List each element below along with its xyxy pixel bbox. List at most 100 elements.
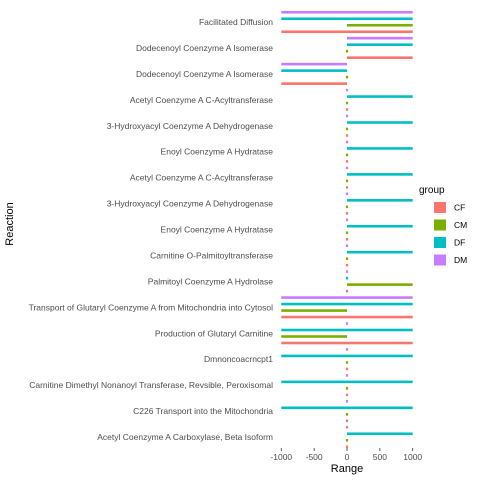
bar-cf [345,237,349,241]
bar-df [347,95,413,98]
x-tick-label: 0 [345,452,350,462]
bar-dm [281,62,347,66]
bar-dm [345,322,349,325]
bar-dm [345,374,349,377]
bar-dm [345,140,349,144]
bar-dm [281,10,413,14]
x-tick-label: 500 [373,452,387,462]
y-axis: Facilitated Diffusion Dodecenoyl Coenzyme… [29,17,274,442]
legend-key-cm [434,219,446,231]
x-axis-title: Range [331,463,363,475]
y-tick-label: Palmitoyl Coenzyme A Hydrolase [148,276,273,286]
bar-df [281,328,413,332]
bar-cm [345,75,349,79]
x-tick-label: 1000 [403,452,422,462]
bar-df [281,17,413,21]
bar-cm [345,127,349,131]
bar-df [347,147,413,150]
legend-label-df: DF [454,238,465,248]
y-axis-title: Reaction [4,202,16,245]
y-tick-label: Acetyl Coenzyme A Carboxylase, Beta Isof… [97,432,273,442]
bar-dm [345,270,349,273]
y-tick-label: Facilitated Diffusion [199,17,273,27]
bar-cf [345,367,349,371]
bar-cm [347,283,413,286]
legend-title: group [419,185,445,196]
y-tick-label: Acetyl Coenzyme A C-Acyltransferase [130,173,273,183]
y-tick-label: 3-Hydroxyacyl Coenzyme A Dehydrogenase [107,199,274,209]
bar-df [347,173,413,176]
bar-cm [345,361,349,364]
y-tick-label: 3-Hydroxyacyl Coenzyme A Dehydrogenase [107,121,274,131]
bar-cf [345,289,349,293]
bar-cf [281,341,413,345]
bar-cf [281,82,347,85]
bar-cm [345,153,349,157]
bar-cm [345,49,349,53]
bar-df [281,69,347,72]
bar-cm [345,101,349,105]
bar-cf [347,56,413,59]
bar-df [347,199,413,202]
legend-label-cf: CF [454,203,465,213]
legend-key-dm [434,254,446,266]
y-tick-label: Enoyl Coenzyme A Hydratase [161,147,274,157]
bar-cm [281,309,347,312]
bar-dm [281,296,413,299]
bar-cm [345,231,349,235]
y-tick-label: Carnitine O-Palmitoyltransferase [150,250,273,260]
y-tick-label: Dodecenoyl Coenzyme A Isomerase [136,69,273,79]
x-tick-label: -500 [306,452,323,462]
y-tick-label: Dodecenoyl Coenzyme A Isomerase [136,43,273,53]
bar-cf [345,263,349,267]
bar-cf [345,108,349,111]
bar-cf [345,419,349,423]
bar-df [347,250,413,254]
bar-cm [281,335,347,338]
bar-dm [345,348,349,351]
bar-cf [281,30,413,34]
bar-df [345,276,349,280]
bar-df [347,224,413,228]
bar-dm [345,244,349,247]
bar-cf [345,160,349,163]
bar-cf [345,212,349,215]
bar-dm [347,36,413,40]
bar-df [347,121,413,124]
bar-df [281,302,413,306]
bar-cm [345,205,349,209]
bar-df [281,354,413,358]
bar-cf [345,393,349,397]
bar-cf [345,186,349,189]
bar-df [281,380,413,384]
legend: group CF CM DF DM [419,185,467,266]
bar-dm [345,425,349,429]
x-tick-label: -1000 [270,452,292,462]
legend-label-cm: CM [454,220,467,230]
y-tick-label: Acetyl Coenzyme A C-Acyltransferase [130,95,273,105]
bar-cm [345,438,349,442]
legend-label-dm: DM [454,255,467,265]
y-tick-label: Carnitine Dimethyl Nonanoyl Transferase,… [29,380,273,390]
bar-cm [347,23,413,27]
bar-dm [345,166,349,170]
bar-df [281,406,413,410]
y-tick-label: Enoyl Coenzyme A Hydratase [161,225,274,235]
bar-dm [345,114,349,118]
bar-df [347,432,413,436]
bar-cf [281,315,413,319]
bar-dm [345,218,349,222]
bar-dm [345,192,349,196]
bar-cm [345,179,349,183]
bar-cf [345,134,349,137]
bar-cm [345,257,349,260]
bar-dm [345,400,349,403]
y-tick-label: Transport of Glutaryl Coenzyme A from Mi… [29,302,274,312]
bar-dm [345,88,349,92]
y-tick-label: C226 Transport into the Mitochondria [133,406,273,416]
legend-key-cf [434,202,446,213]
bars-layer [281,10,413,449]
y-tick-label: Production of Glutaryl Carnitine [155,328,273,338]
legend-key-df [434,237,446,248]
